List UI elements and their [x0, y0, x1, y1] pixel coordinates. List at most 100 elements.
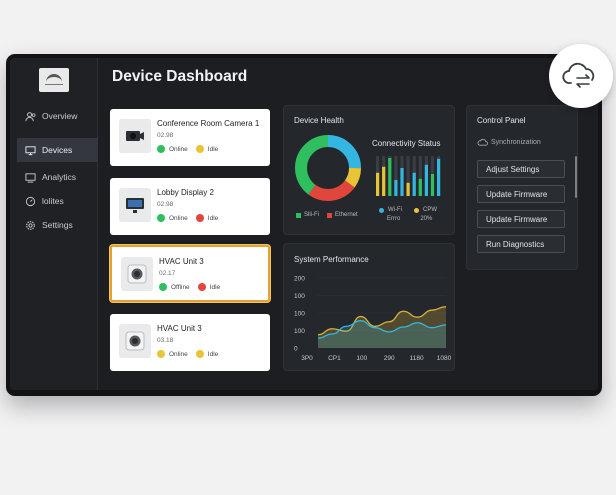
- cloud-sync-icon: [562, 62, 595, 88]
- legend-value: Errro: [387, 216, 401, 222]
- connectivity-bar: [418, 178, 422, 196]
- legend-label: Slli-Fi: [304, 212, 319, 218]
- display-icon: [25, 172, 36, 183]
- sidebar-item-lolites[interactable]: lolites: [17, 189, 98, 213]
- status-label: Online: [169, 145, 188, 153]
- status-dot: [197, 283, 206, 291]
- status-label: Online: [169, 350, 188, 358]
- update-firmware-button[interactable]: Update Firmware: [477, 185, 565, 203]
- y-tick-label: 100: [294, 328, 305, 335]
- y-tick-label: 200: [294, 276, 305, 283]
- scrollbar[interactable]: [575, 156, 577, 198]
- x-tick-label: 1180: [410, 355, 424, 362]
- sidebar-item-label: Settings: [42, 220, 73, 230]
- status-dot: [195, 145, 204, 153]
- legend-swatch: [327, 212, 332, 218]
- donut-segment: [295, 135, 361, 201]
- x-tick-label: 1080: [437, 355, 452, 362]
- device-card[interactable]: HVAC Unit 3 03.18 Online Idle: [110, 314, 270, 371]
- device-id: 03.18: [157, 337, 174, 344]
- status-label: Idle: [209, 283, 221, 291]
- status-dot: [157, 214, 165, 222]
- bar-track: [394, 156, 398, 196]
- connectivity-bar: [376, 172, 380, 196]
- y-tick-label: 0: [294, 346, 298, 353]
- gauge-icon: [25, 196, 36, 207]
- y-tick-label: 100: [294, 311, 305, 318]
- sidebar-item-analytics[interactable]: Analytics: [17, 165, 98, 189]
- series-area: [318, 320, 446, 348]
- control-panel: Control Panel Synchronization Adjust Set…: [466, 105, 578, 270]
- health-donut-chart: [295, 135, 361, 201]
- device-id: 02.17: [159, 270, 176, 277]
- cloud-icon: [477, 138, 488, 146]
- connectivity-bar: [394, 180, 398, 196]
- dashboard-screen: Overview Devices Analytics lolites Setti: [10, 58, 598, 390]
- camera-icon: [119, 119, 151, 153]
- sidebar-item-label: Overview: [42, 111, 78, 121]
- device-status: Online Idle: [157, 350, 218, 358]
- health-legend: Slli-Fi Ethernet: [296, 212, 358, 218]
- y-tick-label: 100: [294, 293, 305, 300]
- adjust-settings-button[interactable]: Adjust Settings: [477, 160, 565, 178]
- device-name: Lobby Display 2: [157, 188, 214, 197]
- status-dot: [195, 350, 204, 358]
- connectivity-bar: [406, 182, 410, 196]
- legend-label: CPW: [423, 207, 437, 213]
- sidebar-item-label: Analytics: [42, 172, 77, 182]
- display-device-icon: [119, 188, 151, 222]
- status-label: Idle: [207, 214, 219, 222]
- update-firmware-button-2[interactable]: Update Firmware: [477, 210, 565, 228]
- connectivity-bar-chart: [376, 156, 441, 196]
- status-dot: [159, 283, 167, 291]
- sidebar: Overview Devices Analytics lolites Setti: [10, 58, 98, 390]
- device-card[interactable]: Conference Room Camera 1 02.98 Online Id…: [110, 109, 270, 166]
- sidebar-item-devices[interactable]: Devices: [17, 138, 98, 162]
- legend-label: Ethernet: [335, 212, 358, 218]
- control-panel-title: Control Panel: [477, 116, 526, 125]
- device-id: 02.98: [157, 132, 174, 139]
- x-tick-label: 290: [384, 355, 395, 362]
- x-tick-label: 3P0: [301, 355, 313, 362]
- gear-icon: [25, 220, 36, 231]
- device-name: Conference Room Camera 1: [157, 119, 260, 128]
- sidebar-item-label: lolites: [42, 196, 64, 206]
- device-name: HVAC Unit 3: [157, 324, 202, 333]
- system-performance-title: System Performance: [294, 255, 369, 264]
- users-icon: [25, 111, 36, 122]
- sync-status: Synchronization: [477, 138, 541, 146]
- device-card[interactable]: Lobby Display 2 02.98 Online Idle: [110, 178, 270, 235]
- legend-swatch: [414, 207, 419, 213]
- connectivity-legend: Wi-Fi CPW: [379, 207, 437, 213]
- x-tick-label: CP1: [328, 355, 341, 362]
- system-performance-panel: System Performance 200 100 100 100 0 3P0 CP1 10…: [283, 243, 455, 371]
- connectivity-title: Connectivity Status: [372, 139, 441, 148]
- x-tick-label: 100: [356, 355, 367, 362]
- status-label: Offline: [171, 283, 190, 291]
- device-health-title: Device Health: [294, 116, 344, 125]
- hvac-icon: [119, 324, 151, 358]
- legend-value: 20%: [420, 216, 433, 222]
- device-card-selected[interactable]: HVAC Unit 3 02.17 Offline Idle: [110, 245, 270, 302]
- device-id: 02.98: [157, 201, 174, 208]
- device-status: Offline Idle: [159, 283, 220, 291]
- device-status: Online Idle: [157, 214, 218, 222]
- sidebar-item-settings[interactable]: Settings: [17, 213, 98, 237]
- sidebar-item-overview[interactable]: Overview: [17, 104, 98, 128]
- run-diagnostics-button[interactable]: Run Diagnostics: [477, 235, 565, 253]
- page-title: Device Dashboard: [112, 68, 248, 85]
- monitor-icon: [25, 145, 36, 156]
- status-dot: [195, 214, 204, 222]
- connectivity-bar: [437, 158, 441, 196]
- legend-swatch: [296, 212, 301, 218]
- cloud-sync-badge[interactable]: [549, 44, 613, 108]
- device-health-panel: Device Health Slli-Fi Ethernet Connectiv…: [283, 105, 455, 235]
- bar-track: [418, 156, 422, 196]
- hvac-icon: [121, 257, 153, 291]
- device-status: Online Idle: [157, 145, 218, 153]
- status-dot: [157, 350, 165, 358]
- connectivity-bar: [388, 158, 392, 196]
- legend-label: Wi-Fi: [388, 207, 402, 213]
- sync-label: Synchronization: [491, 138, 541, 146]
